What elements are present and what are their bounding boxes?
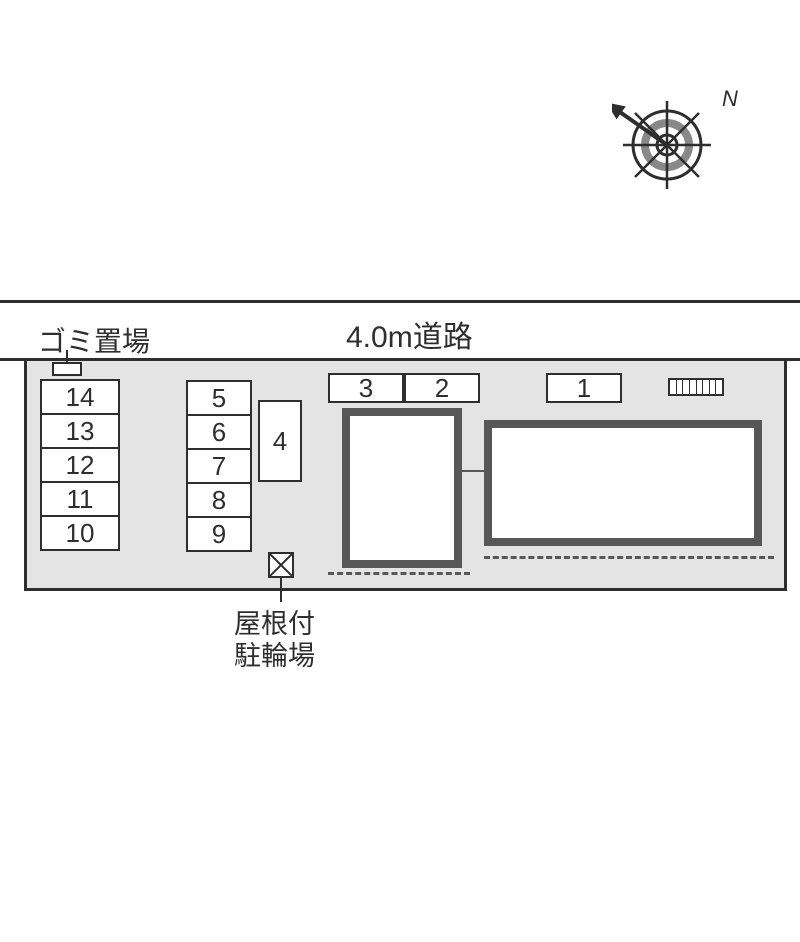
site-right-edge bbox=[784, 358, 787, 591]
parking-spot-8: 8 bbox=[186, 482, 252, 518]
building-left bbox=[342, 408, 462, 568]
garbage-box bbox=[52, 362, 82, 376]
parking-spot-5: 5 bbox=[186, 380, 252, 416]
parking-spot-11: 11 bbox=[40, 481, 120, 517]
parking-spot-2: 2 bbox=[404, 373, 480, 403]
road-top-edge bbox=[0, 300, 800, 303]
compass-n-label: N bbox=[722, 86, 738, 111]
parking-spot-10: 10 bbox=[40, 515, 120, 551]
parking-spot-1: 1 bbox=[546, 373, 622, 403]
parking-spot-3: 3 bbox=[328, 373, 404, 403]
site-bottom-edge bbox=[24, 588, 786, 591]
stairs-icon bbox=[668, 378, 724, 396]
parking-spot-14: 14 bbox=[40, 379, 120, 415]
building-right bbox=[484, 420, 762, 546]
garbage-label: ゴミ置場 bbox=[38, 320, 150, 360]
bike-shed-box bbox=[268, 552, 294, 578]
road-width-label: 4.0m道路 bbox=[346, 312, 473, 356]
parking-spot-9: 9 bbox=[186, 516, 252, 552]
compass-rose: N bbox=[612, 80, 752, 200]
site-plan-diagram: N 4.0m道路 ゴミ置場 14 13 12 11 10 5 6 7 8 9 4… bbox=[0, 0, 800, 942]
dashed-edge-right bbox=[484, 556, 774, 559]
garbage-leader bbox=[66, 350, 68, 362]
parking-spot-6: 6 bbox=[186, 414, 252, 450]
parking-spot-13: 13 bbox=[40, 413, 120, 449]
parking-spot-12: 12 bbox=[40, 447, 120, 483]
building-connector bbox=[462, 470, 484, 472]
site-left-edge bbox=[24, 358, 27, 591]
parking-spot-7: 7 bbox=[186, 448, 252, 484]
dashed-edge-left bbox=[328, 572, 470, 575]
bike-shed-leader bbox=[280, 578, 282, 602]
parking-spot-4: 4 bbox=[258, 400, 302, 482]
bike-shed-label-2: 駐輪場 bbox=[234, 634, 315, 673]
